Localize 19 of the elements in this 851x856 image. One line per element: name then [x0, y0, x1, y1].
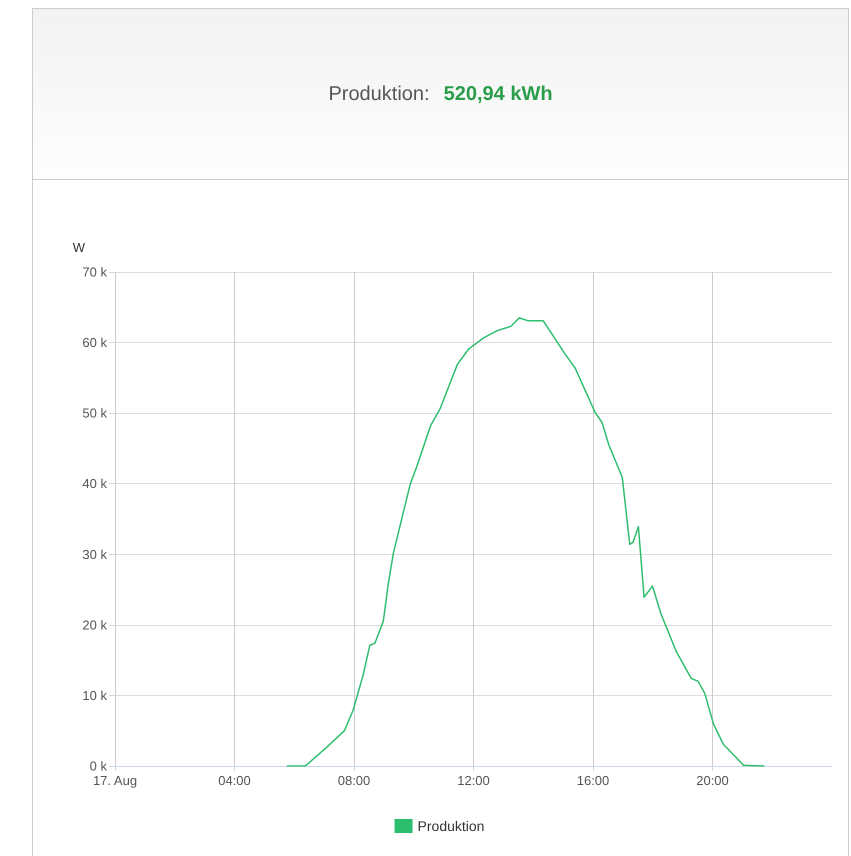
y-tick-label: 60 k	[82, 335, 108, 350]
x-tick-label: 17. Aug	[92, 773, 138, 788]
chart-subtitle: 520,94 kWh	[444, 82, 553, 106]
legend-label: Produktion	[418, 818, 484, 834]
chart-title: Produktion:	[328, 82, 430, 106]
y-tick-label: 20 k	[82, 617, 108, 632]
y-axis-title: W	[72, 240, 86, 255]
x-tick-label: 08:00	[338, 773, 370, 788]
x-tick-label: 12:00	[457, 773, 490, 788]
y-tick-label: 0 k	[90, 758, 108, 774]
x-tick-label: 04:00	[218, 773, 251, 788]
y-tick-label: 50 k	[82, 406, 108, 421]
y-tick-label: 10 k	[82, 688, 108, 703]
x-tick-label: 20:00	[696, 773, 729, 788]
y-tick-label: 40 k	[82, 476, 108, 492]
x-tick-label: 16:00	[576, 773, 610, 788]
y-tick-label: 30 k	[82, 546, 108, 562]
y-tick-label: 70 k	[82, 264, 108, 280]
line-series	[286, 317, 765, 767]
